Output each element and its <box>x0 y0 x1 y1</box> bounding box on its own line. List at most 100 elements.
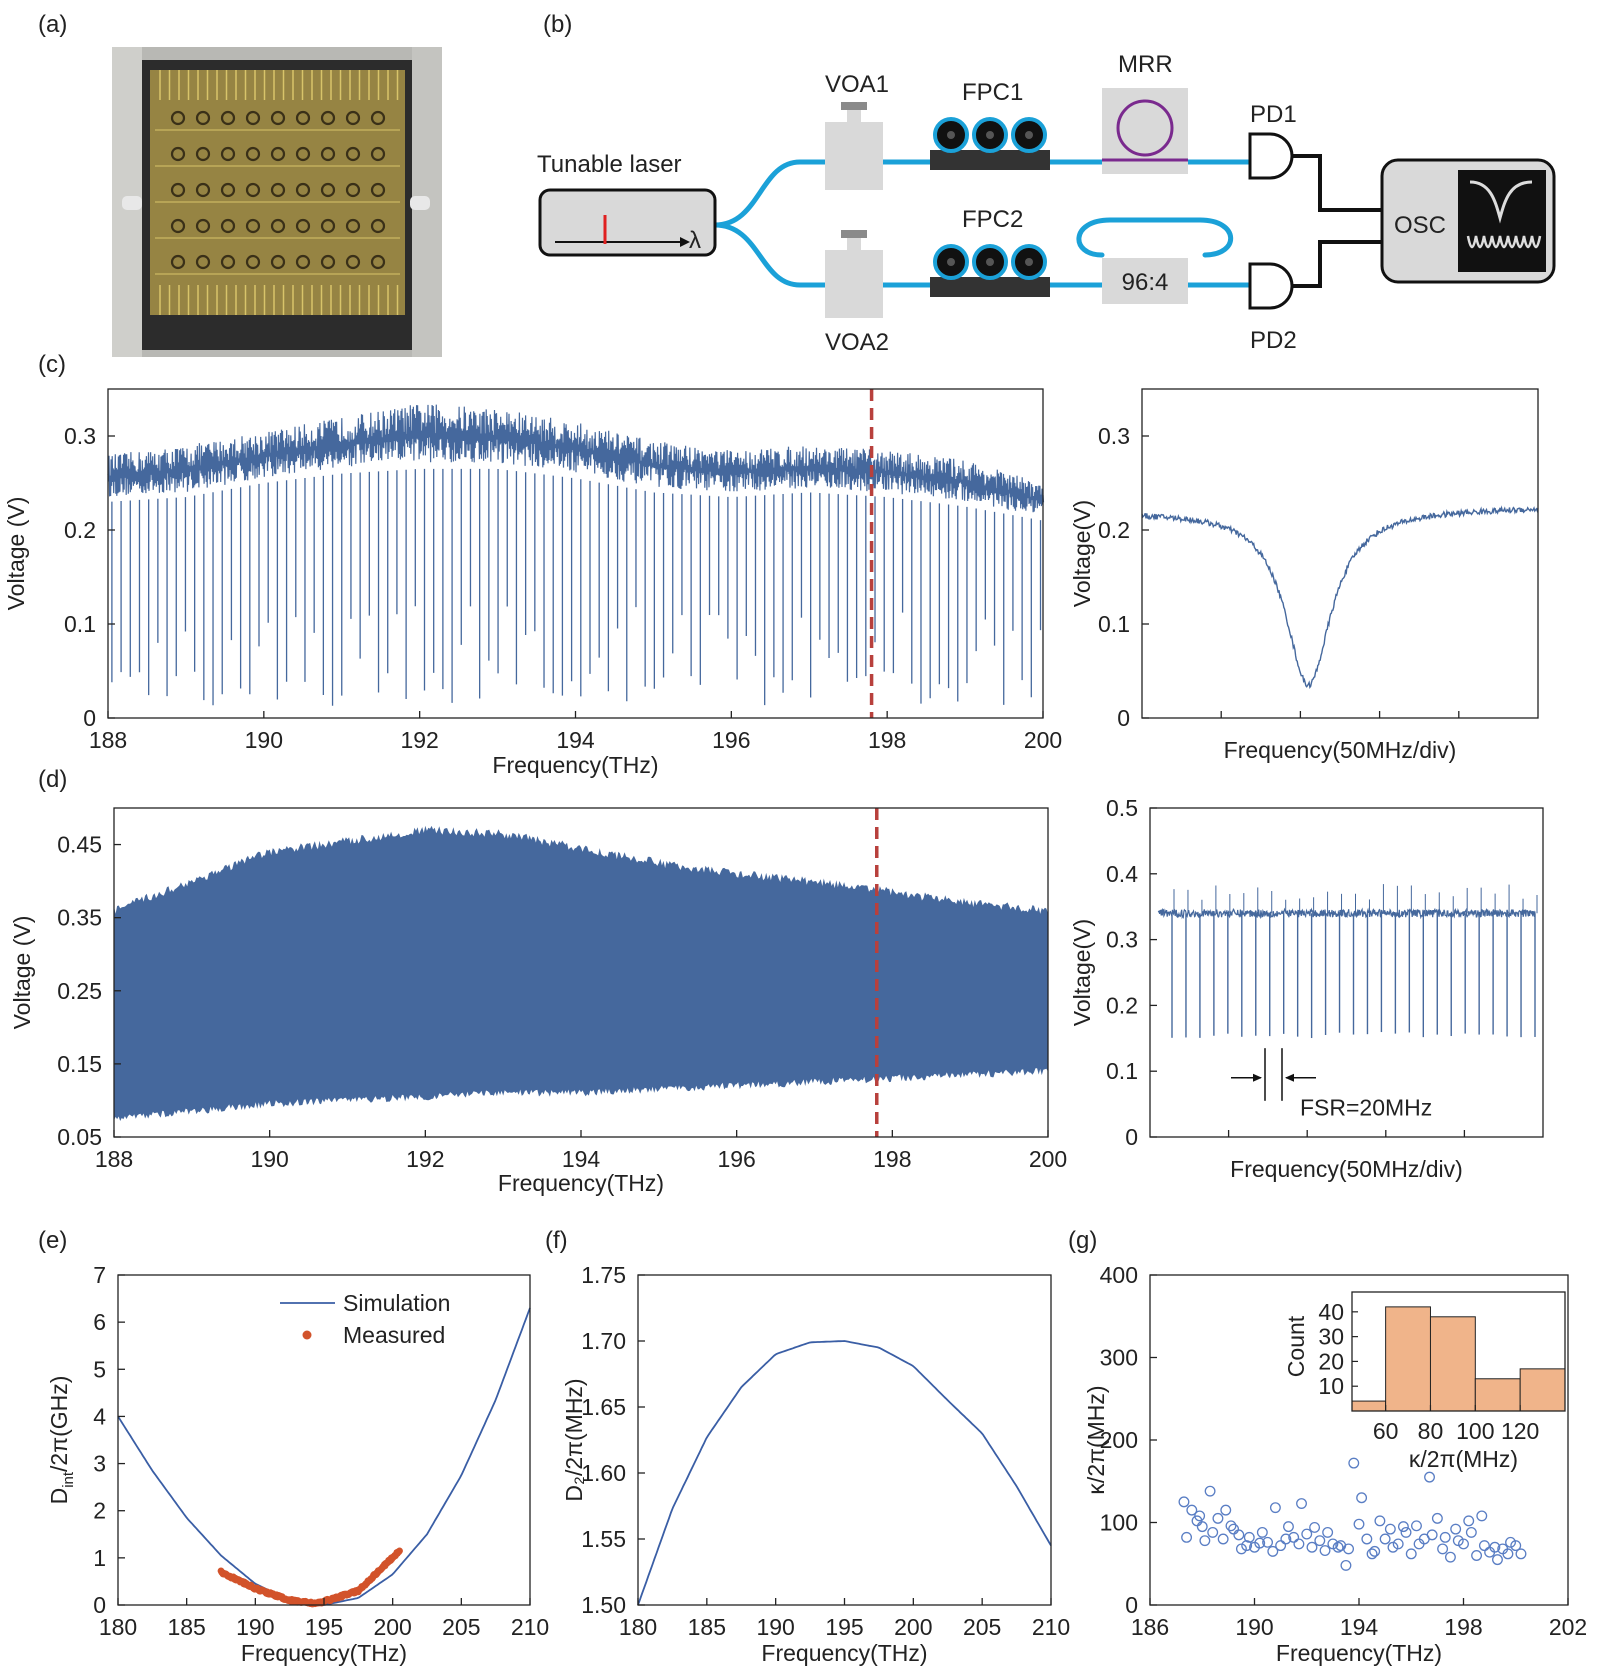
y-axis-label-rest: /2π(GHz) <box>46 1376 72 1472</box>
y-axis-label: D₂/2π(MHz) <box>561 1378 587 1501</box>
x-axis-label: Frequency(THz) <box>761 1640 927 1666</box>
x-tick-label: 196 <box>717 1146 755 1172</box>
x-tick-label: 180 <box>99 1614 137 1640</box>
y-tick-label: 0.15 <box>57 1051 102 1077</box>
g-data-point <box>1283 1521 1294 1533</box>
x-tick-label: 192 <box>406 1146 444 1172</box>
x-axis-label: Frequency(50MHz/div) <box>1230 1156 1463 1182</box>
g-data-point <box>1444 1551 1456 1563</box>
g-data-point <box>1437 1543 1449 1555</box>
g-data-point <box>1369 1545 1381 1557</box>
x-tick-label: 194 <box>562 1146 601 1172</box>
y-axis-label-main: D <box>46 1488 72 1505</box>
g-data-point <box>1181 1531 1193 1543</box>
g-data-point <box>1356 1492 1368 1504</box>
lambda-symbol: λ <box>689 227 701 254</box>
legend-measured-text: Measured <box>343 1322 445 1348</box>
c-zoom-trace <box>1141 505 1539 690</box>
chip-ring <box>195 254 211 270</box>
x-tick-label: 194 <box>1340 1614 1379 1640</box>
g-data-point <box>1243 1531 1255 1543</box>
fsr-arrowhead-left <box>1253 1073 1262 1082</box>
pd2-label: PD2 <box>1250 327 1297 354</box>
x-tick-label: 188 <box>95 1146 133 1172</box>
g-data-point <box>1262 1536 1274 1548</box>
g-data-point <box>1254 1537 1266 1549</box>
chip-ring <box>220 254 236 270</box>
chip-photo <box>112 47 442 357</box>
y-tick-label: 0.3 <box>1106 927 1138 953</box>
y-tick-label: 0.35 <box>57 905 102 931</box>
plot-frame <box>1141 388 1539 719</box>
g-data-point <box>1426 1529 1438 1541</box>
x-tick-label: 192 <box>400 727 438 753</box>
x-axis-label: Frequency(THz) <box>498 1170 664 1196</box>
chip-ring <box>245 110 261 126</box>
y-tick-label: 0.2 <box>1098 517 1130 543</box>
tunable-laser: λ <box>538 188 717 257</box>
g-data-point <box>1186 1504 1198 1516</box>
plot-frame <box>117 1274 531 1606</box>
x-tick-label: 210 <box>511 1614 549 1640</box>
e-simulation-line <box>117 1307 531 1606</box>
g-data-point <box>1194 1510 1206 1522</box>
chip-ring <box>345 182 361 198</box>
inset-x-tick-label: 120 <box>1501 1418 1539 1444</box>
chip-ring <box>170 146 186 162</box>
chip-ring <box>195 146 211 162</box>
chip-ring <box>195 110 211 126</box>
chip-ring <box>270 182 286 198</box>
g-data-point <box>1411 1520 1422 1532</box>
mrr-device <box>1102 88 1188 174</box>
g-data-point <box>1458 1538 1469 1550</box>
g-data-point <box>1340 1559 1352 1571</box>
y-tick-label: 0.05 <box>57 1124 102 1150</box>
chip-ring <box>320 110 336 126</box>
legend-measured-marker <box>302 1330 312 1340</box>
chip-ring <box>195 218 211 234</box>
g-data-point <box>1212 1512 1224 1524</box>
chip-ring <box>370 182 386 198</box>
hist-bar <box>1385 1306 1431 1412</box>
y-tick-label: 1.75 <box>581 1262 626 1288</box>
chip-ring <box>295 146 311 162</box>
pd2-device <box>1248 262 1294 310</box>
y-tick-label: 400 <box>1100 1262 1138 1288</box>
chip-ring <box>345 218 361 234</box>
panel-label-f: (f) <box>545 1227 568 1254</box>
chip-ring <box>170 182 186 198</box>
x-tick-label: 188 <box>89 727 127 753</box>
x-tick-label: 190 <box>245 727 283 753</box>
panel-label-c: (c) <box>38 351 66 378</box>
g-data-point <box>1463 1515 1475 1527</box>
g-data-point <box>1225 1520 1237 1532</box>
g-data-point <box>1301 1528 1313 1540</box>
inset-frame <box>1351 1291 1566 1412</box>
g-data-point <box>1199 1535 1211 1547</box>
g-data-point <box>1489 1541 1501 1553</box>
plot-frame <box>1149 807 1544 1138</box>
g-data-point <box>1269 1502 1281 1514</box>
x-tick-label: 196 <box>712 727 750 753</box>
inset-y-tick-label: 10 <box>1318 1373 1344 1399</box>
g-data-point <box>1405 1548 1417 1560</box>
y-tick-label: 1.70 <box>581 1328 626 1354</box>
y-tick-label: 0.2 <box>1106 992 1138 1018</box>
chart-c-zoom: 0 0.1 0.2 0.3 Frequency(50MHz/div) Voltage(V) <box>1069 388 1539 763</box>
y-tick-label: 1.55 <box>581 1526 626 1552</box>
x-axis-label: Frequency(THz) <box>1276 1640 1442 1666</box>
panel-label-g: (g) <box>1068 1227 1097 1254</box>
chip-ring <box>270 218 286 234</box>
x-tick-label: 195 <box>825 1614 863 1640</box>
y-axis-label: Voltage(V) <box>1069 919 1095 1026</box>
g-data-point <box>1476 1510 1488 1522</box>
chip-ring <box>320 218 336 234</box>
y-tick-label: 1 <box>93 1545 106 1571</box>
g-data-point <box>1431 1512 1443 1524</box>
chip-ring <box>270 146 286 162</box>
oscilloscope: OSC <box>1380 158 1556 284</box>
y-tick-label: 1.65 <box>581 1394 626 1420</box>
x-tick-label: 180 <box>619 1614 657 1640</box>
g-data-point <box>1178 1496 1190 1508</box>
